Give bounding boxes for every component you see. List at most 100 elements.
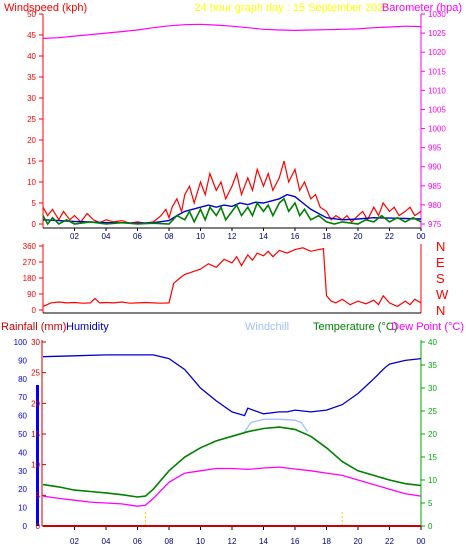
windspeed-tick-label: 50 bbox=[27, 10, 36, 19]
windspeed-ticks: 0 5 10 15 20 25 30 35 40 45 50 bbox=[27, 10, 43, 229]
temp-humidity-panel: 0 10 20 30 40 50 60 70 80 90 100 0 5 10 15 20 25 30 0 5 10… bbox=[14, 338, 438, 546]
panel3-time-tick-label: 10 bbox=[196, 537, 205, 546]
panel1-time-tick-label: 00 bbox=[417, 232, 426, 241]
barometer-tick-label: 1005 bbox=[428, 105, 446, 114]
barometer-tick-label: 1000 bbox=[428, 125, 446, 134]
panel1-time-tick-label: 02 bbox=[70, 232, 79, 241]
chart-title: 24 hour graph day : 15 September 2025 bbox=[194, 2, 389, 14]
humidity-axis-title: Humidity bbox=[66, 321, 109, 333]
humidity-tick-label: 100 bbox=[14, 338, 28, 347]
direction-ticks: 0 90 180 270 360 bbox=[23, 242, 43, 315]
panel1-time-tick-label: 06 bbox=[133, 232, 142, 241]
panel1-time-tick-label: 12 bbox=[228, 232, 237, 241]
panel3-time-tick-label: 16 bbox=[291, 537, 300, 546]
windchill-axis-title: Windchill bbox=[245, 321, 289, 333]
rainfall-tick-label: 30 bbox=[31, 338, 40, 347]
windspeed-tick-label: 0 bbox=[32, 220, 37, 229]
direction-tick-label: 180 bbox=[23, 274, 37, 283]
wind-baro-series bbox=[42, 23, 422, 226]
temperature-tick-label: 15 bbox=[428, 453, 437, 462]
temperature-tick-label: 25 bbox=[428, 407, 437, 416]
gust-line bbox=[42, 160, 422, 224]
rainfall-tick-label: 5 bbox=[36, 491, 41, 500]
barometer-axis-title: Barometer (hpa) bbox=[382, 2, 462, 14]
humidity-tick-label: 10 bbox=[18, 504, 27, 513]
humidity-tick-label: 60 bbox=[18, 412, 27, 421]
windspeed-line bbox=[42, 197, 422, 226]
temperature-tick-label: 40 bbox=[428, 338, 437, 347]
temperature-line bbox=[42, 426, 422, 498]
panel1-time-tick-label: 20 bbox=[354, 232, 363, 241]
temperature-ticks: 0 5 10 15 20 25 30 35 40 bbox=[421, 338, 437, 531]
windspeed-tick-label: 25 bbox=[27, 115, 36, 124]
barometer-tick-label: 1010 bbox=[428, 86, 446, 95]
panel3-time-tick-label: 14 bbox=[259, 537, 268, 546]
humidity-tick-label: 70 bbox=[18, 393, 27, 402]
compass-label: S bbox=[436, 271, 445, 286]
windspeed-axis-title: Windspeed (kph) bbox=[4, 2, 87, 14]
barometer-tick-label: 995 bbox=[428, 144, 442, 153]
humidity-line bbox=[42, 354, 422, 417]
panel1-time-tick-label: 16 bbox=[291, 232, 300, 241]
humidity-tick-label: 50 bbox=[18, 430, 27, 439]
rainfall-tick-label: 0 bbox=[36, 522, 41, 531]
direction-tick-label: 0 bbox=[32, 306, 37, 315]
humidity-ticks: 0 10 20 30 40 50 60 70 80 90 100 bbox=[14, 338, 28, 531]
windspeed-tick-label: 45 bbox=[27, 31, 36, 40]
temperature-tick-label: 5 bbox=[428, 499, 433, 508]
humidity-scale-bar bbox=[36, 385, 39, 526]
windspeed-tick-label: 15 bbox=[27, 157, 36, 166]
rainfall-tick-label: 15 bbox=[31, 430, 40, 439]
temperature-tick-label: 30 bbox=[428, 384, 437, 393]
compass-label: N bbox=[436, 303, 445, 318]
temperature-tick-label: 20 bbox=[428, 430, 437, 439]
panel3-time-tick-label: 06 bbox=[133, 537, 142, 546]
temperature-tick-label: 35 bbox=[428, 361, 437, 370]
temperature-tick-label: 0 bbox=[428, 522, 433, 531]
humidity-tick-label: 40 bbox=[18, 448, 27, 457]
panel1-time-tick-label: 14 bbox=[259, 232, 268, 241]
windchill-line bbox=[244, 418, 309, 433]
wind-direction-line bbox=[42, 247, 422, 308]
dewpoint-line bbox=[42, 466, 422, 507]
panel3-time-tick-label: 20 bbox=[354, 537, 363, 546]
rainfall-axis-title: Rainfall (mm) bbox=[1, 321, 66, 333]
windspeed-tick-label: 30 bbox=[27, 94, 36, 103]
panel3-time-tick-label: 12 bbox=[228, 537, 237, 546]
barometer-tick-label: 1025 bbox=[428, 29, 446, 38]
compass-label: W bbox=[436, 287, 449, 302]
panel1-time-tick-label: 04 bbox=[102, 232, 111, 241]
rainfall-tick-label: 25 bbox=[31, 369, 40, 378]
barometer-tick-label: 1030 bbox=[428, 10, 446, 19]
direction-tick-label: 270 bbox=[23, 258, 37, 267]
dewpoint-axis-title: Dew Point (°C) bbox=[391, 321, 464, 333]
panel1-time-tick-label: 08 bbox=[165, 232, 174, 241]
windspeed-tick-label: 20 bbox=[27, 136, 36, 145]
panel3-time-tick-label: 04 bbox=[102, 537, 111, 546]
windspeed-tick-label: 40 bbox=[27, 52, 36, 61]
panel3-time-tick-label: 02 bbox=[70, 537, 79, 546]
rainfall-ticks: 0 5 10 15 20 25 30 bbox=[31, 338, 46, 531]
humidity-tick-label: 80 bbox=[18, 375, 27, 384]
rainfall-tick-label: 20 bbox=[31, 399, 40, 408]
panel3-time-tick-label: 08 bbox=[165, 537, 174, 546]
humidity-tick-label: 20 bbox=[18, 485, 27, 494]
panel1-time-ticks: 02 04 06 08 10 12 14 16 18 20 22 00 bbox=[70, 228, 426, 241]
temperature-tick-label: 10 bbox=[428, 476, 437, 485]
panel3-time-tick-label: 18 bbox=[322, 537, 331, 546]
barometer-tick-label: 1020 bbox=[428, 48, 446, 57]
humidity-tick-label: 90 bbox=[18, 356, 27, 365]
barometer-tick-label: 985 bbox=[428, 182, 442, 191]
direction-series bbox=[42, 247, 422, 308]
barometer-tick-label: 975 bbox=[428, 220, 442, 229]
panel1-time-tick-label: 18 bbox=[322, 232, 331, 241]
humidity-tick-label: 0 bbox=[23, 522, 28, 531]
barometer-tick-label: 1015 bbox=[428, 67, 446, 76]
humidity-tick-label: 30 bbox=[18, 467, 27, 476]
